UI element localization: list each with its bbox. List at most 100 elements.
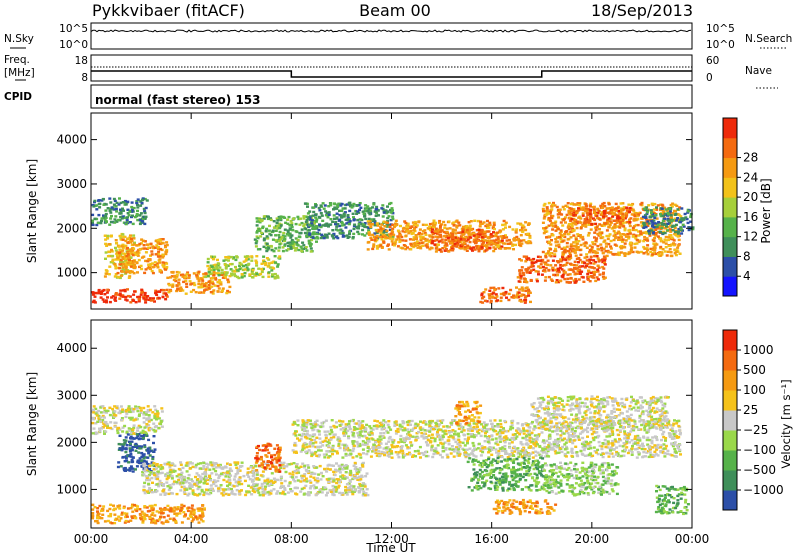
- data-cell: [271, 238, 275, 241]
- data-cell: [267, 493, 271, 496]
- data-cell: [208, 266, 212, 270]
- data-cell: [580, 261, 584, 264]
- data-cell: [520, 259, 523, 262]
- data-cell: [348, 232, 351, 235]
- data-cell: [185, 462, 189, 465]
- data-cell: [187, 276, 191, 280]
- data-cell: [104, 238, 108, 241]
- data-cell: [156, 412, 160, 415]
- data-cell: [587, 223, 591, 226]
- data-cell: [225, 480, 229, 483]
- data-cell: [566, 277, 570, 280]
- data-cell: [575, 267, 579, 270]
- data-cell: [279, 486, 283, 489]
- data-cell: [124, 455, 128, 458]
- data-cell: [168, 284, 172, 287]
- data-cell: [311, 232, 315, 235]
- data-cell: [102, 216, 106, 219]
- data-cell: [459, 235, 463, 238]
- data-cell: [194, 516, 198, 519]
- data-cell: [391, 231, 395, 234]
- data-cell: [124, 222, 128, 226]
- data-cell: [318, 216, 322, 219]
- data-cell: [134, 468, 137, 471]
- data-cell: [499, 235, 503, 238]
- data-cell: [418, 245, 422, 248]
- data-cell: [126, 253, 130, 256]
- data-cell: [190, 520, 194, 523]
- data-cell: [502, 219, 506, 223]
- data-cell: [597, 248, 601, 251]
- data-cell: [213, 284, 217, 287]
- data-cell: [516, 222, 520, 225]
- data-cell: [215, 265, 219, 268]
- data-cell: [261, 470, 265, 473]
- data-cell: [209, 479, 213, 482]
- data-cell: [157, 511, 161, 514]
- data-cell: [547, 269, 551, 272]
- data-cell: [272, 481, 275, 484]
- data-cell: [360, 218, 364, 222]
- data-cell: [434, 221, 437, 225]
- data-cell: [262, 215, 266, 218]
- data-cell: [135, 201, 139, 205]
- data-cell: [466, 226, 470, 230]
- data-cell: [386, 210, 390, 214]
- data-cell: [195, 484, 199, 487]
- data-cell: [151, 455, 155, 459]
- data-cell: [664, 208, 668, 211]
- data-cell: [132, 432, 136, 435]
- data-cell: [554, 249, 558, 253]
- data-cell: [121, 238, 125, 241]
- data-cell: [145, 466, 149, 469]
- data-cell: [184, 464, 188, 467]
- data-cell: [559, 263, 563, 267]
- data-cell: [322, 207, 326, 210]
- data-cell: [667, 236, 671, 239]
- data-cell: [583, 256, 587, 259]
- data-cell: [351, 204, 355, 208]
- data-cell: [646, 244, 650, 247]
- data-cell: [636, 218, 640, 221]
- data-cell: [158, 268, 162, 272]
- data-cell: [189, 290, 193, 293]
- data-cell: [127, 276, 131, 279]
- data-cell: [338, 209, 341, 212]
- data-cell: [131, 516, 135, 520]
- data-cell: [520, 242, 524, 245]
- data-cell: [191, 465, 195, 469]
- data-cell: [260, 262, 264, 265]
- data-cell: [167, 291, 171, 294]
- data-cell: [511, 228, 515, 231]
- data-cell: [128, 235, 132, 239]
- data-cell: [577, 207, 581, 210]
- data-cell: [162, 516, 166, 519]
- data-cell: [524, 228, 528, 232]
- data-cell: [619, 218, 623, 221]
- data-cell: [651, 223, 655, 227]
- data-cell: [597, 234, 601, 237]
- data-cell: [134, 431, 137, 435]
- data-cell: [375, 247, 379, 250]
- data-cell: [318, 223, 322, 227]
- data-cell: [661, 214, 665, 218]
- data-cell: [147, 429, 151, 432]
- data-cell: [351, 492, 355, 496]
- data-cell: [116, 251, 120, 254]
- data-cell: [488, 294, 492, 297]
- data-cell: [558, 260, 562, 263]
- data-cell: [499, 247, 503, 250]
- data-cell: [265, 235, 269, 238]
- data-cell: [99, 420, 102, 423]
- data-cell: [361, 210, 365, 213]
- data-cell: [669, 203, 673, 207]
- data-cell: [143, 444, 147, 447]
- data-cell: [556, 213, 560, 216]
- data-cell: [464, 236, 468, 239]
- data-cell: [651, 221, 655, 224]
- data-cell: [459, 245, 463, 248]
- data-cell: [677, 227, 681, 231]
- data-cell: [141, 461, 145, 464]
- data-cell: [382, 211, 386, 214]
- data-cell: [192, 272, 196, 275]
